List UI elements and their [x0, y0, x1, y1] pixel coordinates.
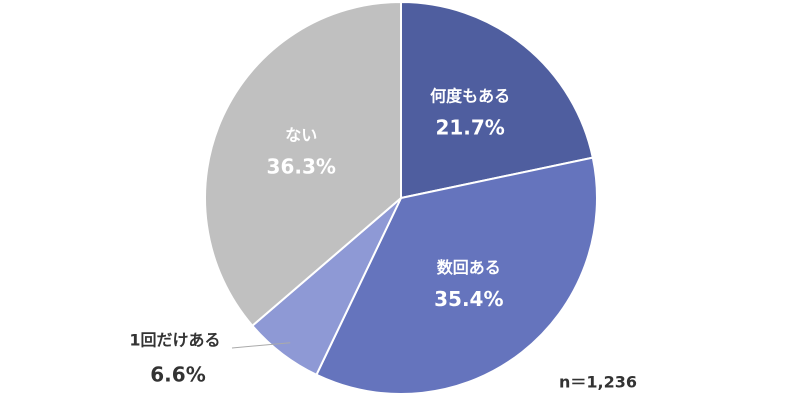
- slice-value: 6.6%: [150, 363, 205, 387]
- slice-value: 21.7%: [435, 115, 504, 139]
- pie-slice: [400, 0, 594, 200]
- slice-value: 35.4%: [434, 287, 503, 311]
- pie-slice: [315, 156, 598, 395]
- sample-size: n＝1,236: [559, 373, 637, 392]
- slice-label: 数回ある: [437, 258, 501, 277]
- slice-value: 36.3%: [267, 155, 336, 179]
- slice-label: 1回だけある: [129, 331, 220, 350]
- slice-label: 何度もある: [430, 86, 510, 105]
- pie-slice: [204, 0, 402, 328]
- leader-line: [231, 342, 291, 349]
- slice-label: ない: [285, 126, 317, 145]
